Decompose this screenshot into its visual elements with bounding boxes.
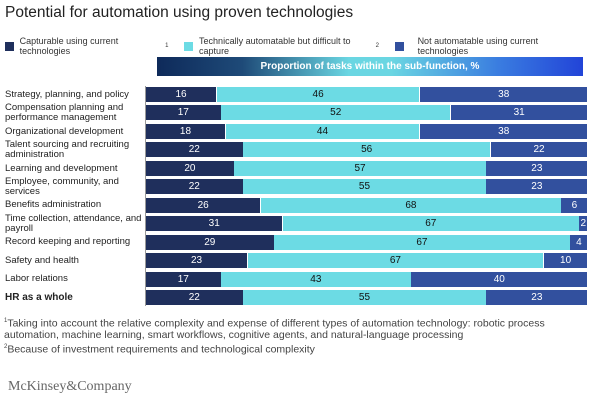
category-label: Learning and development bbox=[5, 162, 118, 174]
bar-segment: 16 bbox=[146, 87, 217, 102]
bar-segment: 67 bbox=[283, 216, 579, 232]
bar-segment: 20 bbox=[146, 160, 234, 176]
chart-header-banner: Proportion of tasks within the sub-funct… bbox=[157, 57, 583, 76]
legend-label: Not automatable using current technologi… bbox=[417, 36, 539, 56]
bar-segment: 67 bbox=[274, 234, 570, 250]
bar-segment: 18 bbox=[146, 123, 225, 139]
legend: Capturable using current technologies 1 Te… bbox=[5, 36, 600, 56]
category-label: Safety and health bbox=[5, 254, 79, 266]
category-label: Employee, community, and services bbox=[5, 176, 119, 197]
bar-segment: 22 bbox=[146, 179, 243, 195]
bar-segment: 55 bbox=[243, 179, 486, 195]
bar-segment: 23 bbox=[486, 179, 588, 195]
bar-segment: 38 bbox=[420, 123, 588, 139]
category-label: Talent sourcing and recruiting administr… bbox=[5, 139, 130, 160]
category-label: Strategy, planning, and policy bbox=[5, 88, 129, 100]
footnote-1: 1Taking into account the relative comple… bbox=[4, 317, 545, 341]
bar-segment: 22 bbox=[146, 289, 243, 305]
bar-segment: 6 bbox=[561, 197, 588, 213]
bar-segment: 67 bbox=[247, 253, 544, 269]
bar-segment: 23 bbox=[486, 289, 588, 305]
bar-segment: 4 bbox=[570, 234, 588, 250]
legend-swatch bbox=[184, 41, 194, 51]
y-axis-line bbox=[145, 86, 146, 306]
bar-segment: 68 bbox=[260, 197, 561, 213]
bar-segment: 2 bbox=[579, 216, 588, 232]
category-label: Benefits administration bbox=[5, 199, 102, 211]
legend-sup: 1 bbox=[165, 43, 169, 49]
bar-segment: 52 bbox=[221, 105, 451, 121]
category-label: Record keeping and reporting bbox=[5, 236, 131, 248]
bar-segment: 57 bbox=[234, 160, 486, 176]
bar-segment: 56 bbox=[243, 142, 491, 158]
footnote-2: 2Because of investment requirements and … bbox=[4, 343, 315, 355]
bar-segment: 26 bbox=[146, 197, 261, 213]
legend-label: Capturable using current technologies bbox=[19, 36, 119, 56]
bar-segment: 43 bbox=[221, 271, 411, 287]
legend-swatch bbox=[394, 41, 404, 51]
category-label: Compensation planning and performance ma… bbox=[5, 102, 124, 123]
bar-segment: 29 bbox=[146, 234, 274, 250]
legend-item: Technically automatable but difficult to… bbox=[184, 36, 379, 56]
bar-segment: 55 bbox=[243, 289, 486, 305]
bar-segment: 44 bbox=[225, 123, 420, 139]
bar-segment: 38 bbox=[420, 87, 588, 102]
bar-segment: 10 bbox=[543, 253, 588, 269]
footnotes: 1Taking into account the relative comple… bbox=[4, 316, 600, 356]
legend-label: Technically automatable but difficult to… bbox=[199, 36, 351, 56]
legend-swatch bbox=[5, 41, 14, 51]
bar-segment: 46 bbox=[216, 87, 420, 102]
category-label: HR as a whole bbox=[5, 291, 73, 303]
chart-title: Potential for automation using proven te… bbox=[5, 4, 354, 21]
category-label: Time collection, attendance, and payroll bbox=[5, 213, 142, 234]
category-label: Organizational development bbox=[5, 125, 124, 137]
legend-item: Not automatable using current technologi… bbox=[394, 36, 584, 56]
category-label: Labor relations bbox=[5, 273, 68, 285]
bar-segment: 23 bbox=[146, 253, 248, 269]
bar-segment: 23 bbox=[486, 160, 588, 176]
bar-segment: 31 bbox=[450, 105, 588, 121]
bar-segment: 22 bbox=[490, 142, 588, 158]
bar-segment: 40 bbox=[411, 271, 588, 287]
mckinsey-logo: McKinsey&Company bbox=[8, 379, 132, 394]
bar-segment: 17 bbox=[146, 105, 221, 121]
bar-segment: 31 bbox=[146, 216, 283, 232]
bar-segment: 22 bbox=[146, 142, 243, 158]
legend-item: Capturable using current technologies 1 bbox=[5, 36, 168, 56]
legend-sup: 2 bbox=[375, 43, 379, 49]
bar-segment: 17 bbox=[146, 271, 221, 287]
